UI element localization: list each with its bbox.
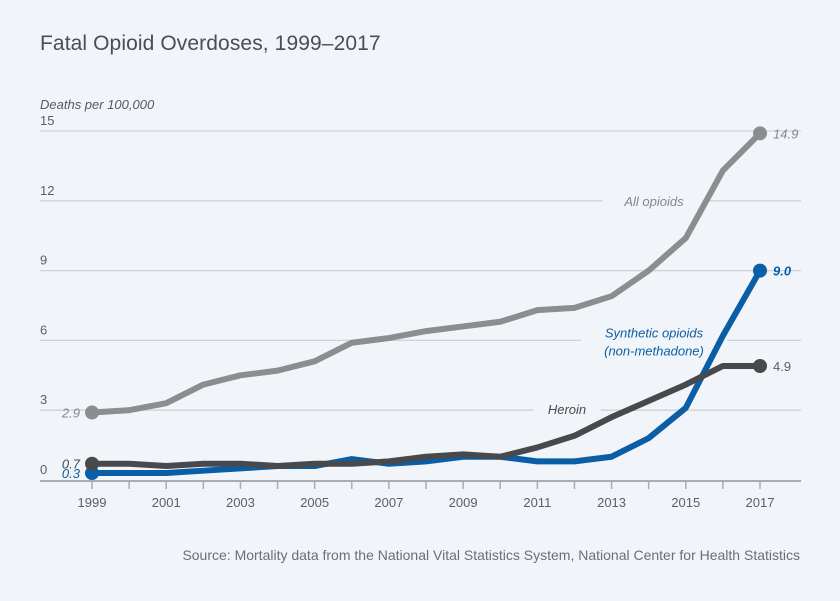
x-tick-label: 2003: [226, 495, 255, 510]
label-synthetic-opioids-text: Synthetic opioids: [605, 325, 704, 340]
source-note: Source: Mortality data from the National…: [182, 547, 800, 563]
label-synthetic-opioids-bg: [580, 324, 728, 342]
series-line-all-opioids: [89, 130, 763, 416]
label-synthetic-opioids-text: (non-methadone): [604, 343, 704, 358]
data-label-heroin-start: 0.7: [62, 457, 81, 472]
end-point-all-opioids: [753, 126, 767, 141]
chart-title: Fatal Opioid Overdoses, 1999–2017: [40, 32, 381, 55]
data-label-synthetic-end: 9.0: [773, 264, 792, 279]
x-tick-label: 1999: [78, 495, 107, 510]
y-tick-label: 15: [40, 113, 54, 128]
x-tick-label: 2001: [152, 495, 181, 510]
x-tick-label: 2009: [449, 495, 478, 510]
data-label-synthetic-start: 0.3: [62, 466, 81, 481]
label-synthetic-opioids: Synthetic opioids (non-methadone): [580, 324, 728, 360]
label-all-opioids: All opioids: [602, 192, 706, 210]
label-heroin: Heroin: [533, 401, 601, 419]
start-point-all-opioids: [85, 405, 99, 420]
y-tick-label: 12: [40, 183, 54, 198]
label-all-opioids-text: All opioids: [623, 194, 684, 209]
label-heroin-bg: [533, 401, 601, 419]
y-axis-label: Deaths per 100,000: [40, 97, 155, 112]
label-heroin-text: Heroin: [548, 402, 586, 417]
label-synthetic-opioids-bg: [588, 342, 720, 360]
end-point-heroin: [753, 358, 767, 373]
data-label-all-opioids-start: 2.9: [61, 406, 80, 421]
data-label-all-opioids-end: 14.9: [773, 126, 798, 141]
x-tick-label: 2011: [523, 495, 551, 510]
x-tick-label: 2015: [671, 495, 700, 510]
x-tick-label: 2007: [374, 495, 403, 510]
data-label-heroin-end: 4.9: [773, 359, 791, 374]
end-point-synthetic-opioids-non-methadone-: [753, 263, 767, 278]
y-tick-label: 6: [40, 322, 47, 337]
x-tick-label: 2017: [746, 495, 775, 510]
x-tick-label: 2013: [597, 495, 626, 510]
y-tick-label: 0: [40, 462, 47, 477]
series-line-heroin: [89, 362, 763, 470]
y-tick-label: 3: [40, 392, 47, 407]
y-tick-label: 9: [40, 253, 47, 268]
label-all-opioids-bg: [602, 192, 706, 210]
series-line-synthetic-opioids-non-methadone-: [89, 267, 763, 477]
x-tick-label: 2005: [300, 495, 329, 510]
start-point-heroin: [85, 456, 99, 471]
